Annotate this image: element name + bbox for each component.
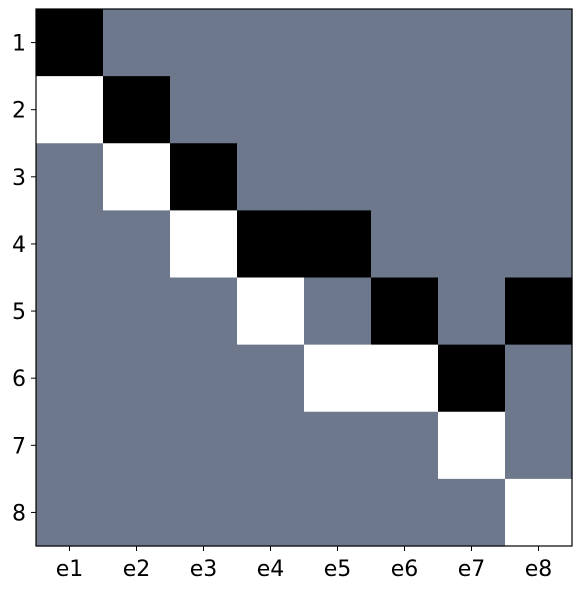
heatmap-cell-7-e4 [237,411,305,480]
heatmap-cell-7-e7 [438,411,506,480]
heatmap-cell-1-e3 [170,9,238,77]
heatmap-cell-5-e6 [371,277,439,346]
heatmap-cell-7-e1 [36,411,104,480]
heatmap-cell-6-e7 [438,344,506,413]
heatmap-cell-3-e7 [438,143,506,211]
heatmap-cell-7-e5 [304,411,372,480]
heatmap-cell-2-e1 [36,76,104,144]
y-tick-label: 4 [12,233,26,258]
heatmap-cell-5-e3 [170,277,238,346]
heatmap-cell-1-e5 [304,9,372,77]
heatmap-cell-5-e8 [505,277,573,346]
y-tick-label: 8 [12,501,26,526]
heatmap-cell-3-e8 [505,143,573,211]
y-tick-label: 1 [12,32,26,57]
heatmap-cell-8-e4 [237,478,305,547]
heatmap-cell-8-e1 [36,478,104,547]
heatmap-cell-8-e7 [438,478,506,547]
heatmap-cell-6-e5 [304,344,372,413]
x-axis-ticks: e1 e2 e3 e4 e5 e6 e7 e8 [56,546,553,582]
plot-frame [35,8,573,547]
heatmap-cell-4-e7 [438,210,506,279]
y-tick-label: 7 [12,434,26,459]
x-tick-label: e7 [458,557,486,582]
heatmap-cell-1-e4 [237,9,305,77]
heatmap-cell-7-e3 [170,411,238,480]
heatmap-cell-1-e6 [371,9,439,77]
heatmap-cell-8-e8 [505,478,573,547]
heatmap-cell-2-e7 [438,76,506,144]
heatmap-cell-5-e7 [438,277,506,346]
heatmap-cell-5-e2 [103,277,171,346]
y-axis-ticks: 1 2 3 4 5 6 7 8 [12,32,36,526]
heatmap-cell-4-e8 [505,210,573,279]
heatmap-cell-6-e4 [237,344,305,413]
heatmap-cell-1-e1 [36,9,104,77]
y-tick-label: 5 [12,300,26,325]
heatmap-cell-6-e6 [371,344,439,413]
x-tick-label: e4 [257,557,285,582]
heatmap-cell-7-e2 [103,411,171,480]
heatmap-cell-3-e2 [103,143,171,211]
x-tick-label: e8 [525,557,553,582]
heatmap-cell-1-e7 [438,9,506,77]
heatmap-cell-6-e2 [103,344,171,413]
heatmap-cell-3-e1 [36,143,104,211]
heatmap-cell-2-e6 [371,76,439,144]
heatmap-cell-8-e5 [304,478,372,547]
heatmap-cell-7-e8 [505,411,573,480]
heatmap-cell-2-e3 [170,76,238,144]
heatmap-cell-2-e4 [237,76,305,144]
heatmap-cell-4-e2 [103,210,171,279]
heatmap-cell-5-e4 [237,277,305,346]
heatmap-cell-2-e5 [304,76,372,144]
heatmap-cell-8-e6 [371,478,439,547]
x-tick-label: e1 [56,557,84,582]
y-tick-label: 6 [12,367,26,392]
heatmap-cell-5-e1 [36,277,104,346]
heatmap-cell-2-e8 [505,76,573,144]
heatmap-cell-3-e3 [170,143,238,211]
heatmap-cell-3-e5 [304,143,372,211]
heatmap-cell-7-e6 [371,411,439,480]
heatmap-cells [36,9,573,547]
heatmap-cell-8-e3 [170,478,238,547]
heatmap-cell-4-e1 [36,210,104,279]
heatmap-cell-3-e6 [371,143,439,211]
heatmap-cell-8-e2 [103,478,171,547]
heatmap-cell-6-e3 [170,344,238,413]
x-tick-label: e2 [123,557,151,582]
x-tick-label: e3 [190,557,218,582]
heatmap-cell-1-e2 [103,9,171,77]
heatmap-cell-4-e6 [371,210,439,279]
heatmap-cell-3-e4 [237,143,305,211]
heatmap-cell-5-e5 [304,277,372,346]
heatmap-cell-6-e1 [36,344,104,413]
heatmap-cell-2-e2 [103,76,171,144]
heatmap-cell-1-e8 [505,9,573,77]
y-tick-label: 3 [12,166,26,191]
heatmap-cell-4-e5 [304,210,372,279]
x-tick-label: e5 [324,557,352,582]
heatmap-cell-4-e3 [170,210,238,279]
heatmap-cell-6-e8 [505,344,573,413]
y-tick-label: 2 [12,99,26,124]
heatmap-cell-4-e4 [237,210,305,279]
x-tick-label: e6 [391,557,419,582]
